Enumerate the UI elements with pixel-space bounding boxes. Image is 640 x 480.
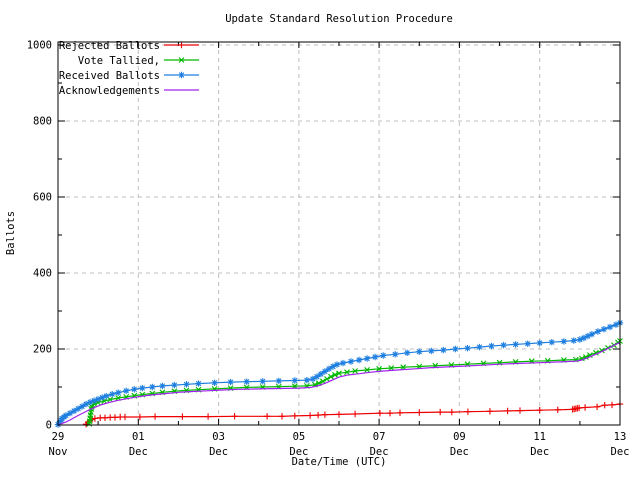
x-tick-label-month: Dec	[289, 446, 308, 458]
data-series	[54, 319, 624, 428]
series-vote-tallied	[86, 338, 623, 427]
y-tick-label: 0	[46, 420, 52, 432]
x-tick-label-day: 11	[533, 431, 546, 443]
y-tick-label: 400	[33, 268, 52, 280]
x-axis-label: Date/Time (UTC)	[292, 456, 387, 468]
x-tick-label-month: Nov	[49, 446, 68, 458]
legend-label-acknowledgements: Acknowledgements	[59, 85, 160, 97]
x-tick-label-day: 03	[212, 431, 225, 443]
series-markers	[82, 400, 624, 428]
x-tick-label-day: 07	[373, 431, 386, 443]
legend-sample-marker	[178, 71, 185, 79]
chart-title: Update Standard Resolution Procedure	[225, 13, 453, 25]
series-acknowledgements	[59, 341, 621, 425]
legend: Rejected Ballots Vote Tallied, Received …	[59, 40, 160, 97]
y-tick-label: 600	[33, 192, 52, 204]
x-tick-label-day: 29	[52, 431, 65, 443]
x-tick-label-month: Dec	[209, 446, 228, 458]
series-rejected-ballots	[82, 400, 624, 428]
legend-sample-marker	[178, 57, 185, 63]
y-tick-label: 1000	[27, 40, 52, 52]
x-tick-label-month: Dec	[450, 446, 469, 458]
axis-ticks	[57, 42, 621, 426]
y-tick-label: 800	[33, 116, 52, 128]
plot-border	[57, 41, 621, 426]
legend-line-samples	[164, 41, 199, 91]
x-tick-label-month: Dec	[370, 446, 389, 458]
legend-label-rejected-ballots: Rejected Ballots	[59, 40, 160, 52]
series-line	[59, 341, 621, 425]
series-markers	[86, 338, 623, 427]
legend-sample-marker	[178, 41, 185, 49]
x-tick-label-month: Dec	[611, 446, 630, 458]
x-tick-label-month: Dec	[530, 446, 549, 458]
axis-tick-labels: 29 Nov 01 Dec 03 Dec 05 Dec 07 Dec 09 Dec 11 Dec 13 Dec…	[27, 40, 630, 459]
x-tick-label-month: Dec	[129, 446, 148, 458]
x-tick-label-day: 01	[132, 431, 145, 443]
y-tick-label: 200	[33, 344, 52, 356]
x-tick-label-day: 13	[614, 431, 627, 443]
x-tick-label-day: 09	[453, 431, 466, 443]
y-axis-label: Ballots	[5, 211, 17, 255]
legend-label-vote-tallied: Vote Tallied,	[78, 55, 160, 67]
grid-lines	[58, 42, 620, 425]
x-tick-label-day: 05	[293, 431, 306, 443]
legend-label-received-ballots: Received Ballots	[59, 70, 160, 82]
